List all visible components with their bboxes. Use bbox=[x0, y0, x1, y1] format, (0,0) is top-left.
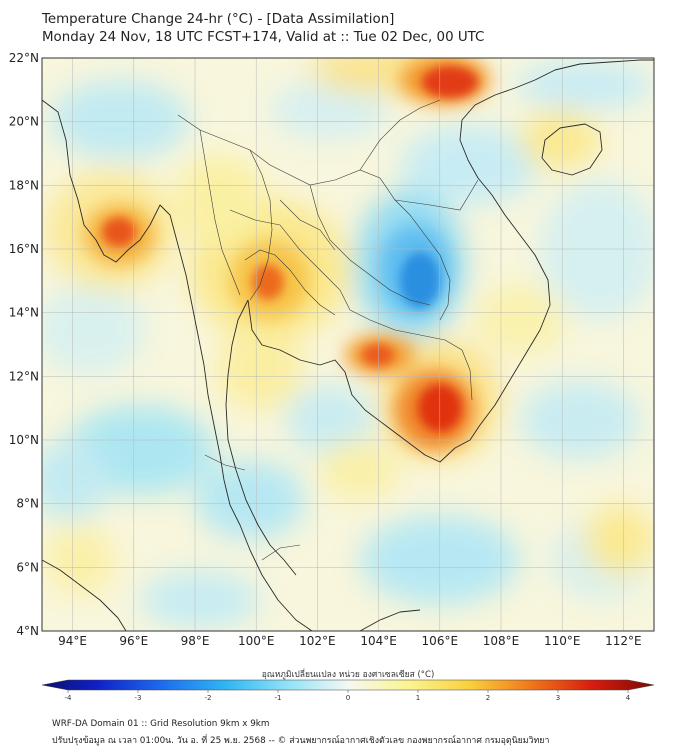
lon-tick-label: 102°E bbox=[299, 634, 336, 648]
colorbar-ramp bbox=[41, 679, 655, 691]
lat-tick-label: 10°N bbox=[9, 433, 39, 447]
lon-tick-label: 94°E bbox=[58, 634, 87, 648]
lat-tick-label: 14°N bbox=[9, 306, 39, 320]
lat-tick-label: 8°N bbox=[16, 497, 39, 511]
lon-tick-label: 110°E bbox=[544, 634, 581, 648]
colorbar-tick-label: 3 bbox=[556, 694, 560, 702]
lon-tick-label: 96°E bbox=[119, 634, 148, 648]
colorbar: อุณหภูมิเปลี่ยนแปลง หน่วย องศาเซลเซียส (… bbox=[41, 668, 655, 702]
colorbar-tick-label: 0 bbox=[346, 694, 350, 702]
colorbar-tick-label: 1 bbox=[416, 694, 420, 702]
map-frame bbox=[41, 57, 655, 632]
lat-tick-label: 18°N bbox=[9, 178, 39, 192]
lon-tick-label: 112°E bbox=[605, 634, 642, 648]
lat-tick-label: 12°N bbox=[9, 369, 39, 383]
colorbar-tick-label: 2 bbox=[486, 694, 490, 702]
graticule bbox=[42, 58, 654, 631]
lon-tick-label: 108°E bbox=[483, 634, 520, 648]
title-line-2: Monday 24 Nov, 18 UTC FCST+174, Valid at… bbox=[42, 30, 485, 45]
colorbar-tick-label: -3 bbox=[135, 694, 142, 702]
colorbar-tick-label: -4 bbox=[65, 694, 73, 702]
lat-tick-label: 6°N bbox=[16, 560, 39, 574]
lat-tick-label: 20°N bbox=[9, 115, 39, 129]
colorbar-tick-label: -1 bbox=[275, 694, 282, 702]
coastlines bbox=[42, 59, 654, 631]
lon-tick-label: 104°E bbox=[360, 634, 397, 648]
colorbar-tick-label: -2 bbox=[205, 694, 212, 702]
lon-tick-label: 98°E bbox=[181, 634, 210, 648]
temperature-field bbox=[42, 58, 654, 631]
borders bbox=[177, 99, 479, 561]
title-line-1: Temperature Change 24-hr (°C) - [Data As… bbox=[42, 12, 395, 27]
lon-tick-label: 106°E bbox=[422, 634, 459, 648]
colorbar-tick-label: 4 bbox=[626, 694, 631, 702]
lon-axis: 94°E 96°E 98°E 100°E 102°E 104°E 106°E 108°E 110… bbox=[58, 634, 641, 648]
map-title: Temperature Change 24-hr (°C) - [Data As… bbox=[42, 11, 484, 47]
footer-model-info: WRF-DA Domain 01 :: Grid Resolution 9km … bbox=[52, 719, 270, 729]
colorbar-title: อุณหภูมิเปลี่ยนแปลง หน่วย องศาเซลเซียส (… bbox=[262, 668, 435, 680]
lon-tick-label: 100°E bbox=[238, 634, 275, 648]
lat-tick-label: 16°N bbox=[9, 242, 39, 256]
lat-tick-label: 22°N bbox=[9, 51, 39, 65]
lat-axis: 4°N 6°N 8°N 10°N 12°N 14°N 16°N 18°N 20°N 22°N bbox=[9, 51, 39, 638]
lat-tick-label: 4°N bbox=[16, 624, 39, 638]
footer-credit: ปรับปรุงข้อมูล ณ เวลา 01:00น. วัน อ. ที่… bbox=[52, 736, 550, 746]
